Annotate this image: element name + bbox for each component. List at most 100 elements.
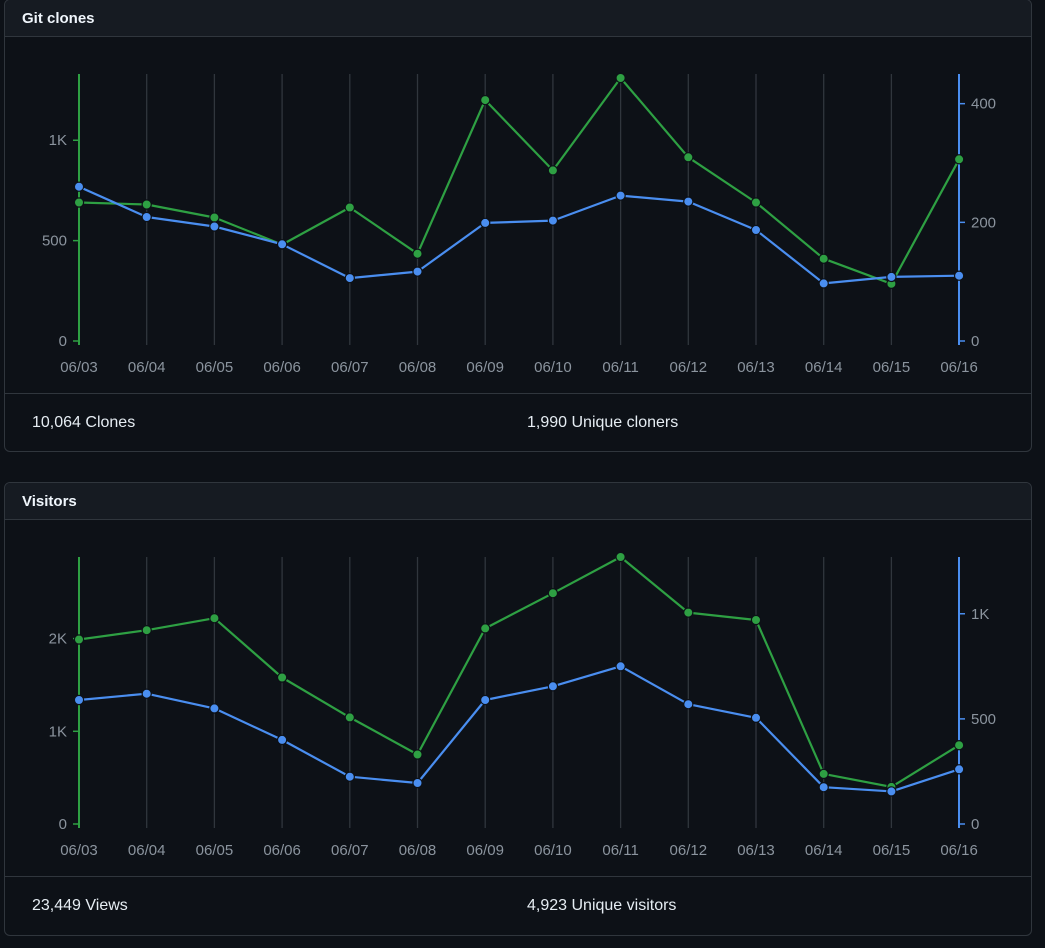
primary-series-point[interactable] [209, 212, 220, 223]
primary-series-point[interactable] [344, 712, 355, 723]
left-axis-tick-label: 1K [49, 132, 67, 149]
secondary-series-point[interactable] [276, 734, 288, 746]
clones-count: 10,064 [32, 414, 81, 431]
secondary-series-point[interactable] [818, 782, 829, 793]
right-axis-tick-label: 0 [971, 333, 979, 350]
x-tick-label: 06/03 [60, 842, 98, 859]
secondary-series-point[interactable] [480, 694, 491, 706]
primary-series-point[interactable] [73, 197, 85, 208]
unique-visitors-count: 4,923 [527, 897, 568, 914]
x-tick-label: 06/10 [534, 359, 572, 376]
primary-series-point[interactable] [547, 587, 559, 599]
secondary-series-point[interactable] [344, 771, 355, 782]
x-tick-label: 06/10 [534, 842, 572, 859]
x-tick-label: 06/11 [602, 842, 638, 859]
primary-series-point[interactable] [953, 154, 965, 165]
panel-title: Visitors [5, 483, 1031, 520]
secondary-series-point[interactable] [750, 712, 762, 723]
right-axis-tick-label: 0 [971, 816, 979, 833]
secondary-series-point[interactable] [953, 764, 965, 775]
secondary-series-point[interactable] [683, 698, 694, 710]
secondary-series-point[interactable] [412, 266, 423, 277]
panel-title: Git clones [5, 0, 1031, 37]
secondary-series-point[interactable] [818, 278, 829, 289]
primary-series-line [78, 555, 960, 788]
x-tick-label: 06/14 [805, 359, 843, 376]
x-tick-label: 06/07 [331, 842, 369, 859]
x-tick-label: 06/12 [670, 842, 708, 859]
primary-series-point[interactable] [683, 607, 694, 618]
secondary-series-point[interactable] [547, 215, 559, 226]
primary-series-point[interactable] [953, 739, 965, 751]
primary-series-point[interactable] [412, 248, 423, 259]
unique-cloners-label: Unique cloners [571, 414, 679, 431]
secondary-series-point[interactable] [141, 688, 152, 699]
git-clones-chart-area: 0 500 1K 0 200 400 06/03 06/04 06/05 06/06 06/07 06… [5, 37, 1031, 394]
secondary-series-point[interactable] [73, 181, 85, 192]
x-tick-label: 06/15 [873, 842, 911, 859]
visitors-chart: 0 1K 2K 0 500 1K 06/03 06/04 06/05 06/06 06/07 06/0… [49, 551, 996, 859]
secondary-series-point[interactable] [141, 211, 152, 223]
x-tick-label: 06/12 [670, 359, 708, 376]
primary-series-point[interactable] [750, 197, 762, 208]
x-tick-label: 06/04 [128, 359, 166, 376]
secondary-series-point[interactable] [276, 239, 288, 250]
git-clones-panel: Git clones 0 500 1K 0 200 400 06/03 06/04 06/05 0… [4, 0, 1032, 452]
x-tick-label: 06/05 [196, 359, 234, 376]
secondary-series-point[interactable] [886, 786, 897, 797]
secondary-series-point[interactable] [73, 694, 85, 706]
right-axis-tick-label: 1K [971, 606, 989, 623]
right-axis-tick-label: 400 [971, 96, 996, 113]
views-stat: 23,449 Views [32, 897, 128, 915]
unique-cloners-count: 1,990 [527, 414, 568, 431]
git-clones-summary: 10,064 Clones 1,990 Unique cloners [5, 394, 1031, 451]
right-axis-tick-label: 500 [971, 711, 996, 728]
primary-series-point[interactable] [547, 165, 559, 176]
secondary-series-point[interactable] [547, 681, 559, 692]
secondary-series-point[interactable] [615, 190, 626, 201]
x-tick-label: 06/13 [737, 842, 775, 859]
primary-series-point[interactable] [750, 614, 762, 626]
primary-series-point[interactable] [615, 551, 626, 563]
secondary-series-point[interactable] [886, 271, 897, 283]
primary-series-point[interactable] [344, 202, 355, 213]
visitors-chart-area: 0 1K 2K 0 500 1K 06/03 06/04 06/05 06/06 06/07 06/0… [5, 520, 1031, 877]
x-tick-label: 06/08 [399, 842, 437, 859]
primary-series-point[interactable] [141, 199, 152, 210]
primary-series-point[interactable] [480, 94, 491, 106]
views-count: 23,449 [32, 897, 81, 914]
x-tick-label: 06/09 [466, 842, 504, 859]
x-tick-label: 06/11 [602, 359, 638, 376]
unique-cloners-stat: 1,990 Unique cloners [527, 414, 678, 432]
x-tick-label: 06/13 [737, 359, 775, 376]
secondary-series-point[interactable] [750, 224, 762, 236]
left-axis-tick-label: 500 [42, 233, 67, 250]
secondary-series-point[interactable] [953, 270, 965, 281]
primary-series-point[interactable] [480, 623, 491, 634]
primary-series-point[interactable] [412, 749, 423, 760]
secondary-series-line [78, 665, 960, 793]
primary-series-point[interactable] [141, 624, 152, 636]
primary-series-line [78, 76, 961, 285]
x-tick-label: 06/04 [128, 842, 166, 859]
primary-series-point[interactable] [209, 612, 220, 624]
x-tick-label: 06/05 [196, 842, 234, 859]
x-tick-label: 06/07 [331, 359, 369, 376]
secondary-series-point[interactable] [344, 272, 355, 284]
primary-series-point[interactable] [73, 634, 85, 645]
primary-series-point[interactable] [683, 152, 694, 163]
primary-series-point[interactable] [818, 253, 829, 264]
primary-series-point[interactable] [818, 768, 829, 780]
secondary-series-point[interactable] [412, 777, 423, 789]
primary-series-point[interactable] [615, 72, 626, 84]
secondary-series-point[interactable] [615, 661, 626, 672]
secondary-series-point[interactable] [683, 196, 694, 207]
views-label: Views [85, 897, 128, 914]
right-axis-tick-label: 200 [971, 214, 996, 231]
secondary-series-point[interactable] [209, 703, 220, 714]
secondary-series-point[interactable] [209, 221, 220, 232]
primary-series-point[interactable] [276, 672, 288, 683]
visitors-summary: 23,449 Views 4,923 Unique visitors [5, 877, 1031, 935]
left-axis-tick-label: 2K [49, 631, 67, 648]
secondary-series-point[interactable] [480, 217, 491, 229]
